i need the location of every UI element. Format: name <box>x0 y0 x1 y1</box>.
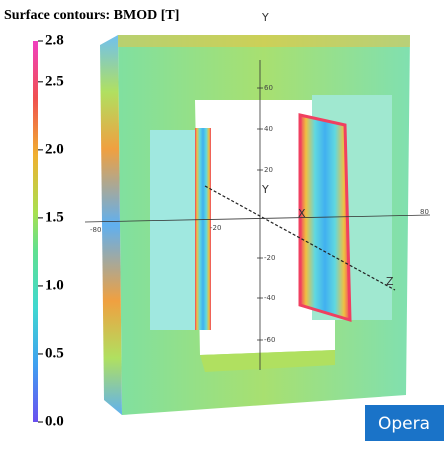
y-axis-tick-label: 40 <box>264 125 273 133</box>
colorbar-label: 0.0 <box>45 413 64 429</box>
colorbar-label: 1.0 <box>45 277 64 293</box>
colorbar-label: 2.0 <box>45 141 64 157</box>
colorbar-label: 2.8 <box>45 32 64 48</box>
y-label: Y <box>261 183 269 196</box>
page: Y Y X Z Surface contours: BMOD [T] Opera… <box>0 0 444 453</box>
colorbar-label: 0.5 <box>45 345 64 361</box>
colorbar <box>33 41 38 422</box>
y-axis-tick-label: -40 <box>264 294 275 302</box>
x-axis-tick-label: 80 <box>420 208 429 216</box>
left-coil-face <box>195 128 211 330</box>
x-axis-tick-label: -80 <box>90 226 101 234</box>
y-axis-tick-label: 20 <box>264 166 273 174</box>
y-axis-tick-label: 60 <box>264 84 273 92</box>
colorbar-label: 2.5 <box>45 73 64 89</box>
x-axis-tick-label: -20 <box>210 224 221 232</box>
y-label-top: Y <box>261 11 269 24</box>
y-axis-tick-label: -60 <box>264 336 275 344</box>
core-top <box>118 35 410 47</box>
x-label: X <box>298 207 306 220</box>
colorbar-label: 1.5 <box>45 209 64 225</box>
y-axis-tick-label: -20 <box>264 254 275 262</box>
logo: Opera <box>378 414 430 434</box>
viewport: Y Y X Z Surface contours: BMOD [T] Opera… <box>0 0 444 453</box>
title: Surface contours: BMOD [T] <box>4 8 179 23</box>
z-label: Z <box>386 275 394 288</box>
